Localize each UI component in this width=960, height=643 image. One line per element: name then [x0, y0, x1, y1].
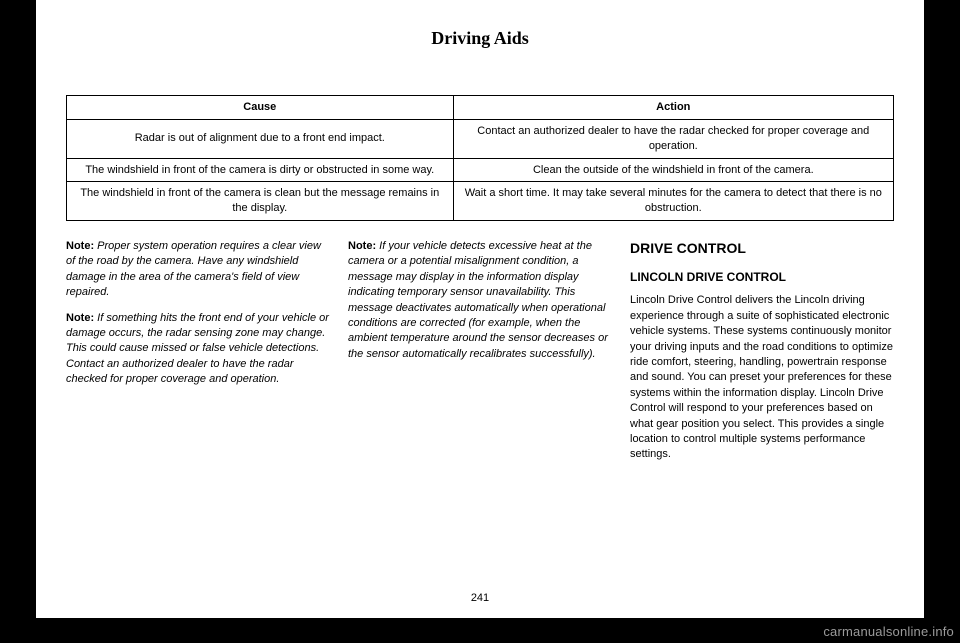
table-cell: Wait a short time. It may take several m… — [453, 182, 893, 221]
column-1: Note: Proper system operation requires a… — [66, 239, 330, 473]
heading-drive-control: DRIVE CONTROL — [630, 239, 894, 259]
note-label: Note: — [66, 240, 94, 252]
table-row: Radar is out of alignment due to a front… — [67, 119, 894, 158]
section-title: Driving Aids — [66, 28, 894, 49]
note-paragraph: Note: Proper system operation requires a… — [66, 239, 330, 301]
note-paragraph: Note: If something hits the front end of… — [66, 311, 330, 388]
watermark: carmanualsonline.info — [823, 624, 954, 639]
table-row: The windshield in front of the camera is… — [67, 182, 894, 221]
column-2: Note: If your vehicle detects excessive … — [348, 239, 612, 473]
table-cell: Radar is out of alignment due to a front… — [67, 119, 454, 158]
table-header-row: Cause Action — [67, 96, 894, 120]
column-3: DRIVE CONTROL LINCOLN DRIVE CONTROL Linc… — [630, 239, 894, 473]
note-label: Note: — [66, 312, 94, 324]
table-row: The windshield in front of the camera is… — [67, 158, 894, 182]
table-cell: The windshield in front of the camera is… — [67, 182, 454, 221]
note-body: Proper system operation requires a clear… — [66, 240, 321, 298]
table-cell: Clean the outside of the windshield in f… — [453, 158, 893, 182]
note-paragraph: Note: If your vehicle detects excessive … — [348, 239, 612, 362]
subheading-lincoln-drive-control: LINCOLN DRIVE CONTROL — [630, 269, 894, 286]
troubleshooting-table: Cause Action Radar is out of alignment d… — [66, 95, 894, 221]
table-cell: Contact an authorized dealer to have the… — [453, 119, 893, 158]
table-cell: The windshield in front of the camera is… — [67, 158, 454, 182]
note-body: If something hits the front end of your … — [66, 312, 329, 386]
table-header-action: Action — [453, 96, 893, 120]
table-header-cause: Cause — [67, 96, 454, 120]
body-columns: Note: Proper system operation requires a… — [66, 239, 894, 473]
note-label: Note: — [348, 240, 376, 252]
page-number: 241 — [36, 592, 924, 604]
manual-page: Driving Aids Cause Action Radar is out o… — [36, 0, 924, 618]
note-body: If your vehicle detects excessive heat a… — [348, 240, 608, 360]
body-paragraph: Lincoln Drive Control delivers the Linco… — [630, 293, 894, 462]
